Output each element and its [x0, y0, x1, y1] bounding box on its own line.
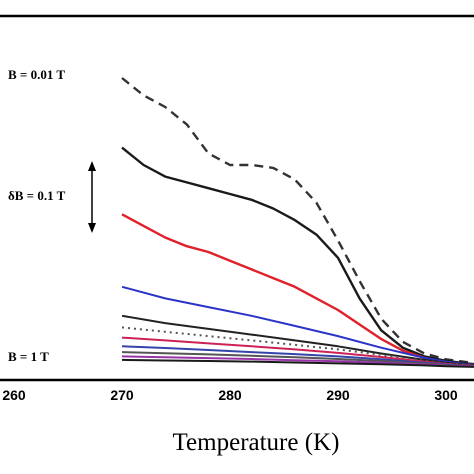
- series-line-3: [121, 213, 474, 367]
- series-layer: [121, 77, 474, 368]
- series-line-2: [121, 146, 474, 366]
- plot-frame: [0, 14, 474, 382]
- x-tick-label-270: 270: [110, 387, 134, 403]
- x-tick-label-300: 300: [434, 387, 458, 403]
- x-tick-layer: 260 270 280 290 300: [2, 387, 458, 403]
- series-line-11: [121, 358, 474, 368]
- x-axis-label: Temperature (K): [173, 429, 340, 456]
- x-tick-label-260: 260: [2, 387, 26, 403]
- label-b-top: B = 0.01 T: [8, 67, 65, 82]
- x-tick-label-290: 290: [326, 387, 350, 403]
- x-tick-label-280: 280: [218, 387, 242, 403]
- label-delta-b: δB = 0.1 T: [8, 188, 66, 203]
- series-line-1: [121, 77, 474, 364]
- double-arrow-icon: [88, 161, 96, 233]
- label-b-bottom: B = 1 T: [8, 349, 49, 364]
- series-line-6: [121, 326, 474, 367]
